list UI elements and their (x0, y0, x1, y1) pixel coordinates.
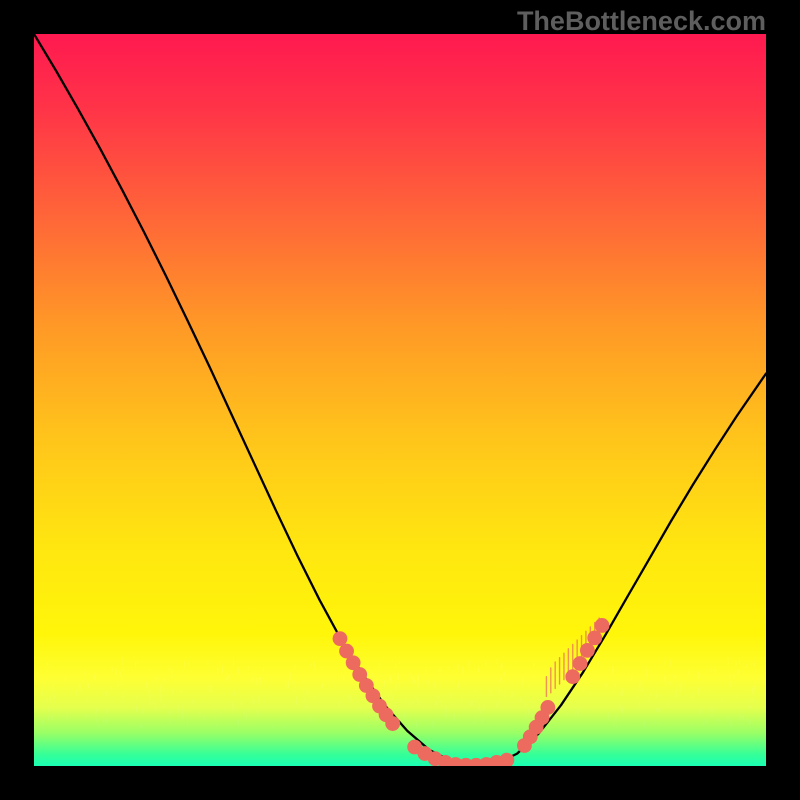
watermark-text: TheBottleneck.com (517, 6, 766, 37)
bottleneck-chart (34, 34, 766, 766)
